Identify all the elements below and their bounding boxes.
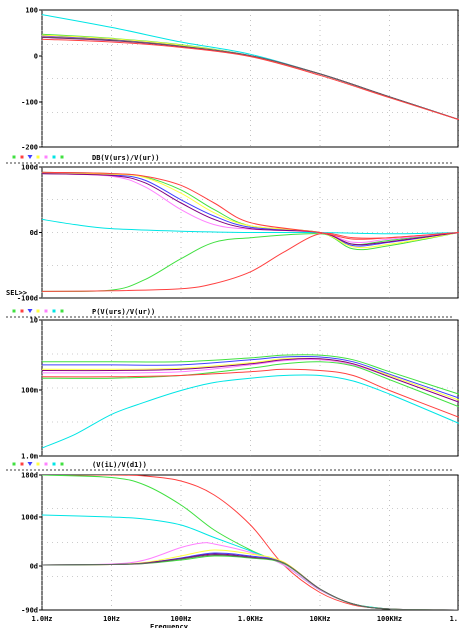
legend-marker [60,155,64,159]
series-line [42,33,459,121]
series-line [42,356,459,399]
series-line [42,171,459,240]
legend-marker [44,309,48,313]
series-line [42,374,459,449]
y-tick-label: 100m [21,387,38,395]
series-line [42,173,459,247]
series-line [42,358,459,403]
panel-2: 100d 0d -100d P(V(urs)/V(ur)) [6,164,459,318]
y-tick-label: -100 [21,99,38,107]
x-tick-label: 10KHz [309,615,330,623]
y-tick-label: 1.0m [21,453,38,461]
series-line [42,36,459,121]
x-tick-label: 100Hz [170,615,191,623]
y-tick-label: 100 [25,7,38,15]
series-title: DB(V(urs)/V(ur)) [92,154,159,162]
y-tick-label: 100d [21,164,38,172]
legend-marker [12,462,16,466]
legend-marker [12,309,16,313]
series-line [42,36,459,121]
y-tick-label: 0d [30,563,38,571]
series-line [42,36,459,121]
legend-marker [12,155,16,159]
series-title: P(V(urs)/V(ur)) [92,308,155,316]
panel-frame [41,319,459,457]
legend-marker [60,462,64,466]
y-tick-label: 10 [30,317,38,325]
x-tick-label: 1. [450,615,458,623]
legend-marker [36,155,40,159]
series-line [42,173,459,246]
legend-marker [20,462,24,466]
y-tick-label: 0 [34,53,38,61]
series-line [42,232,459,292]
legend-marker [20,309,24,313]
y-tick-label: 100d [21,514,38,522]
legend-marker [36,309,40,313]
legend-marker [44,462,48,466]
legend-marker [20,155,24,159]
series-line [42,173,459,244]
x-tick-label: 10Hz [103,615,120,623]
x-tick-label: 1.0Hz [31,615,52,623]
legend-marker [27,155,33,159]
x-axis-caption: Frequency [150,623,189,628]
series-line [42,357,459,401]
legend-marker [60,309,64,313]
series-line [42,35,459,121]
series-line [42,368,459,418]
x-tick-label: 1.0KHz [238,615,263,623]
legend-marker [27,462,33,466]
y-tick-label: 180d [21,472,38,480]
legend-marker [52,462,56,466]
y-tick-label: 0d [30,229,38,237]
panel-frame [41,474,459,611]
series-title: (V(iL)/V(d1)) [92,461,147,469]
x-tick-label: 100KHz [377,615,402,623]
series-line [42,38,459,121]
y-tick-label: -90d [21,607,38,615]
series-line [42,232,459,292]
selection-marker: SEL>> [6,289,27,297]
series-line [42,361,459,408]
series-line [42,552,459,610]
legend-marker [52,309,56,313]
series-line [42,554,459,610]
series-line [42,34,459,121]
panel-1: 100 0 -100 -200 DB(V(urs)/V(ur)) [6,7,459,164]
legend-marker [27,309,33,313]
legend-marker [36,462,40,466]
legend-marker [52,155,56,159]
series-line [42,542,459,610]
y-tick-label: -200 [21,144,38,152]
panel-3: 10 100m 1.0m (V(iL)/V(d1)) [6,317,459,471]
series-line [42,553,459,610]
panel-4: 180d 100d 0d -90d [21,472,459,615]
series-line [42,354,459,395]
series-line [42,173,459,249]
legend-marker [44,155,48,159]
panel-frame [41,9,459,148]
y-tick-label: -100d [17,295,38,303]
series-line [42,218,459,235]
